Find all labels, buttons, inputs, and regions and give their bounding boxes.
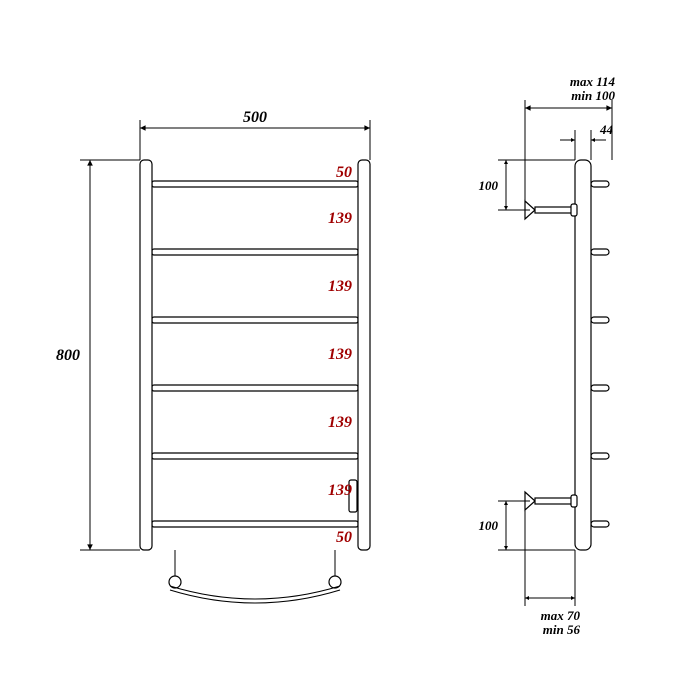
side-rung-stub [591, 317, 609, 323]
rung-spacing-label: 50 [336, 164, 352, 181]
rung-spacing-label: 50 [336, 529, 352, 546]
bottom-bar-assembly [169, 550, 341, 603]
front-view: 500 800 50 139 139 139 139 139 50 [56, 109, 370, 603]
side-rung-stub [591, 249, 609, 255]
side-rung-stub [591, 521, 609, 527]
bracket-collar [571, 495, 577, 507]
front-rung [152, 181, 358, 187]
side-tube [575, 160, 591, 550]
dim-bracket-proj: max 70 min 56 [525, 501, 580, 637]
front-rung [152, 385, 358, 391]
dim-height: 800 [56, 160, 140, 550]
dim-depth: max 114 min 100 [525, 74, 615, 210]
rung-spacing-label: 139 [328, 346, 352, 363]
top-offset-label: 100 [479, 178, 499, 193]
width-label: 500 [243, 109, 267, 126]
tube-dia-label: 44 [599, 122, 614, 137]
bottom-offset-label: 100 [479, 518, 499, 533]
rung-spacing-labels: 50 139 139 139 139 139 50 [328, 164, 352, 546]
front-left-rail [140, 160, 152, 550]
side-rung-stub [591, 453, 609, 459]
rung-spacing-label: 139 [328, 482, 352, 499]
side-rung-stub [591, 181, 609, 187]
bracket-proj-max: max 70 [541, 608, 581, 623]
height-label: 800 [56, 347, 80, 364]
front-rung [152, 453, 358, 459]
rung-spacing-label: 139 [328, 278, 352, 295]
rung-spacing-label: 139 [328, 414, 352, 431]
dim-tube-dia: 44 [560, 122, 614, 160]
front-right-rail [358, 160, 370, 550]
bracket-standoff [535, 498, 575, 504]
bracket-standoff [535, 207, 575, 213]
depth-min: min 100 [571, 88, 615, 103]
rung-spacing-label: 139 [328, 210, 352, 227]
dim-width: 500 [140, 109, 370, 160]
side-view: max 114 min 100 44 100 100 [479, 74, 616, 637]
bracket-collar [571, 204, 577, 216]
front-rung [152, 317, 358, 323]
depth-max: max 114 [570, 74, 616, 89]
front-rung [152, 521, 358, 527]
front-rung [152, 249, 358, 255]
side-rung-stub [591, 385, 609, 391]
bracket-proj-min: min 56 [543, 622, 581, 637]
